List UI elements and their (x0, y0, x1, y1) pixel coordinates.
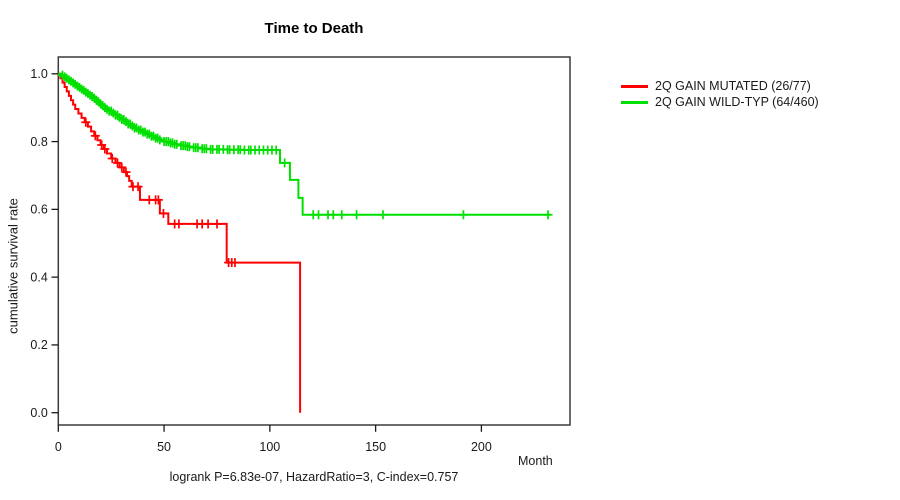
stats-annotation: logrank P=6.83e-07, HazardRatio=3, C-ind… (169, 470, 459, 484)
legend-label: 2Q GAIN WILD-TYP (64/460) (655, 95, 819, 109)
legend-item: 2Q GAIN MUTATED (26/77) (621, 78, 819, 94)
y-tick-label: 1.0 (30, 67, 47, 81)
y-tick-label: 0.0 (30, 406, 47, 420)
y-tick-label: 0.2 (30, 338, 47, 352)
x-axis-title: Month (518, 454, 553, 468)
x-tick-label: 0 (55, 440, 62, 454)
x-tick-label: 50 (157, 440, 171, 454)
legend-line-wildtype (621, 100, 648, 104)
y-tick-label: 0.6 (30, 203, 47, 217)
survival-curve-wildtype (58, 72, 551, 216)
y-tick-label: 0.8 (30, 135, 47, 149)
chart-title: Time to Death (264, 20, 364, 37)
legend-item: 2Q GAIN WILD-TYP (64/460) (621, 94, 819, 110)
legend-label: 2Q GAIN MUTATED (26/77) (655, 79, 811, 93)
y-tick-label: 0.4 (30, 270, 47, 284)
x-tick-label: 100 (259, 440, 280, 454)
x-tick-label: 200 (471, 440, 492, 454)
legend: 2Q GAIN MUTATED (26/77) 2Q GAIN WILD-TYP… (621, 78, 819, 110)
y-axis-title: cumulative survival rate (5, 198, 21, 334)
legend-line-mutated (621, 84, 648, 88)
survival-curve-mutated (58, 72, 302, 413)
x-tick-label: 150 (365, 440, 386, 454)
plot-box (57, 56, 571, 426)
